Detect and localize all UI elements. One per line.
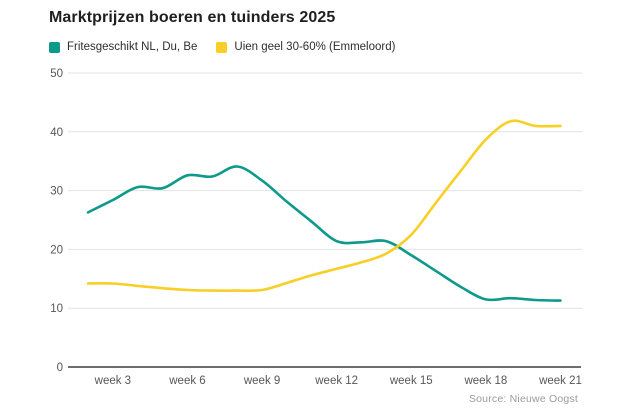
x-tick-label: week 3 bbox=[94, 375, 131, 387]
legend-label-fritesgeschikt: Fritesgeschikt NL, Du, Be bbox=[67, 41, 198, 53]
legend-swatch-fritesgeschikt-icon bbox=[49, 41, 60, 53]
x-tick-label: week 21 bbox=[538, 375, 582, 387]
source-attribution: Source: Nieuwe Oogst bbox=[468, 393, 578, 405]
series-line-fritesgeschikt bbox=[86, 165, 562, 302]
x-tick-label: week 6 bbox=[168, 375, 205, 387]
chart-title: Marktprijzen boeren en tuinders 2025 bbox=[49, 9, 336, 26]
y-tick-label: 10 bbox=[50, 303, 63, 315]
y-tick-label: 40 bbox=[50, 127, 63, 139]
y-tick-label: 50 bbox=[50, 68, 63, 80]
legend-label-uien: Uien geel 30-60% (Emmeloord) bbox=[234, 41, 396, 53]
x-tick-label: week 18 bbox=[463, 375, 507, 387]
legend-swatch-uien-icon bbox=[216, 41, 228, 53]
series-line-uien bbox=[86, 119, 562, 293]
legend: Fritesgeschikt NL, Du, Be Uien geel 30-6… bbox=[49, 41, 395, 53]
legend-item-uien: Uien geel 30-60% (Emmeloord) bbox=[216, 41, 395, 53]
x-tick-label: week 9 bbox=[243, 375, 280, 387]
x-tick-label: week 12 bbox=[314, 375, 358, 387]
y-tick-label: 30 bbox=[50, 186, 63, 198]
y-tick-label: 0 bbox=[57, 362, 63, 374]
y-tick-label: 20 bbox=[50, 244, 63, 256]
legend-item-fritesgeschikt: Fritesgeschikt NL, Du, Be bbox=[49, 41, 197, 53]
x-tick-label: week 15 bbox=[389, 375, 433, 387]
